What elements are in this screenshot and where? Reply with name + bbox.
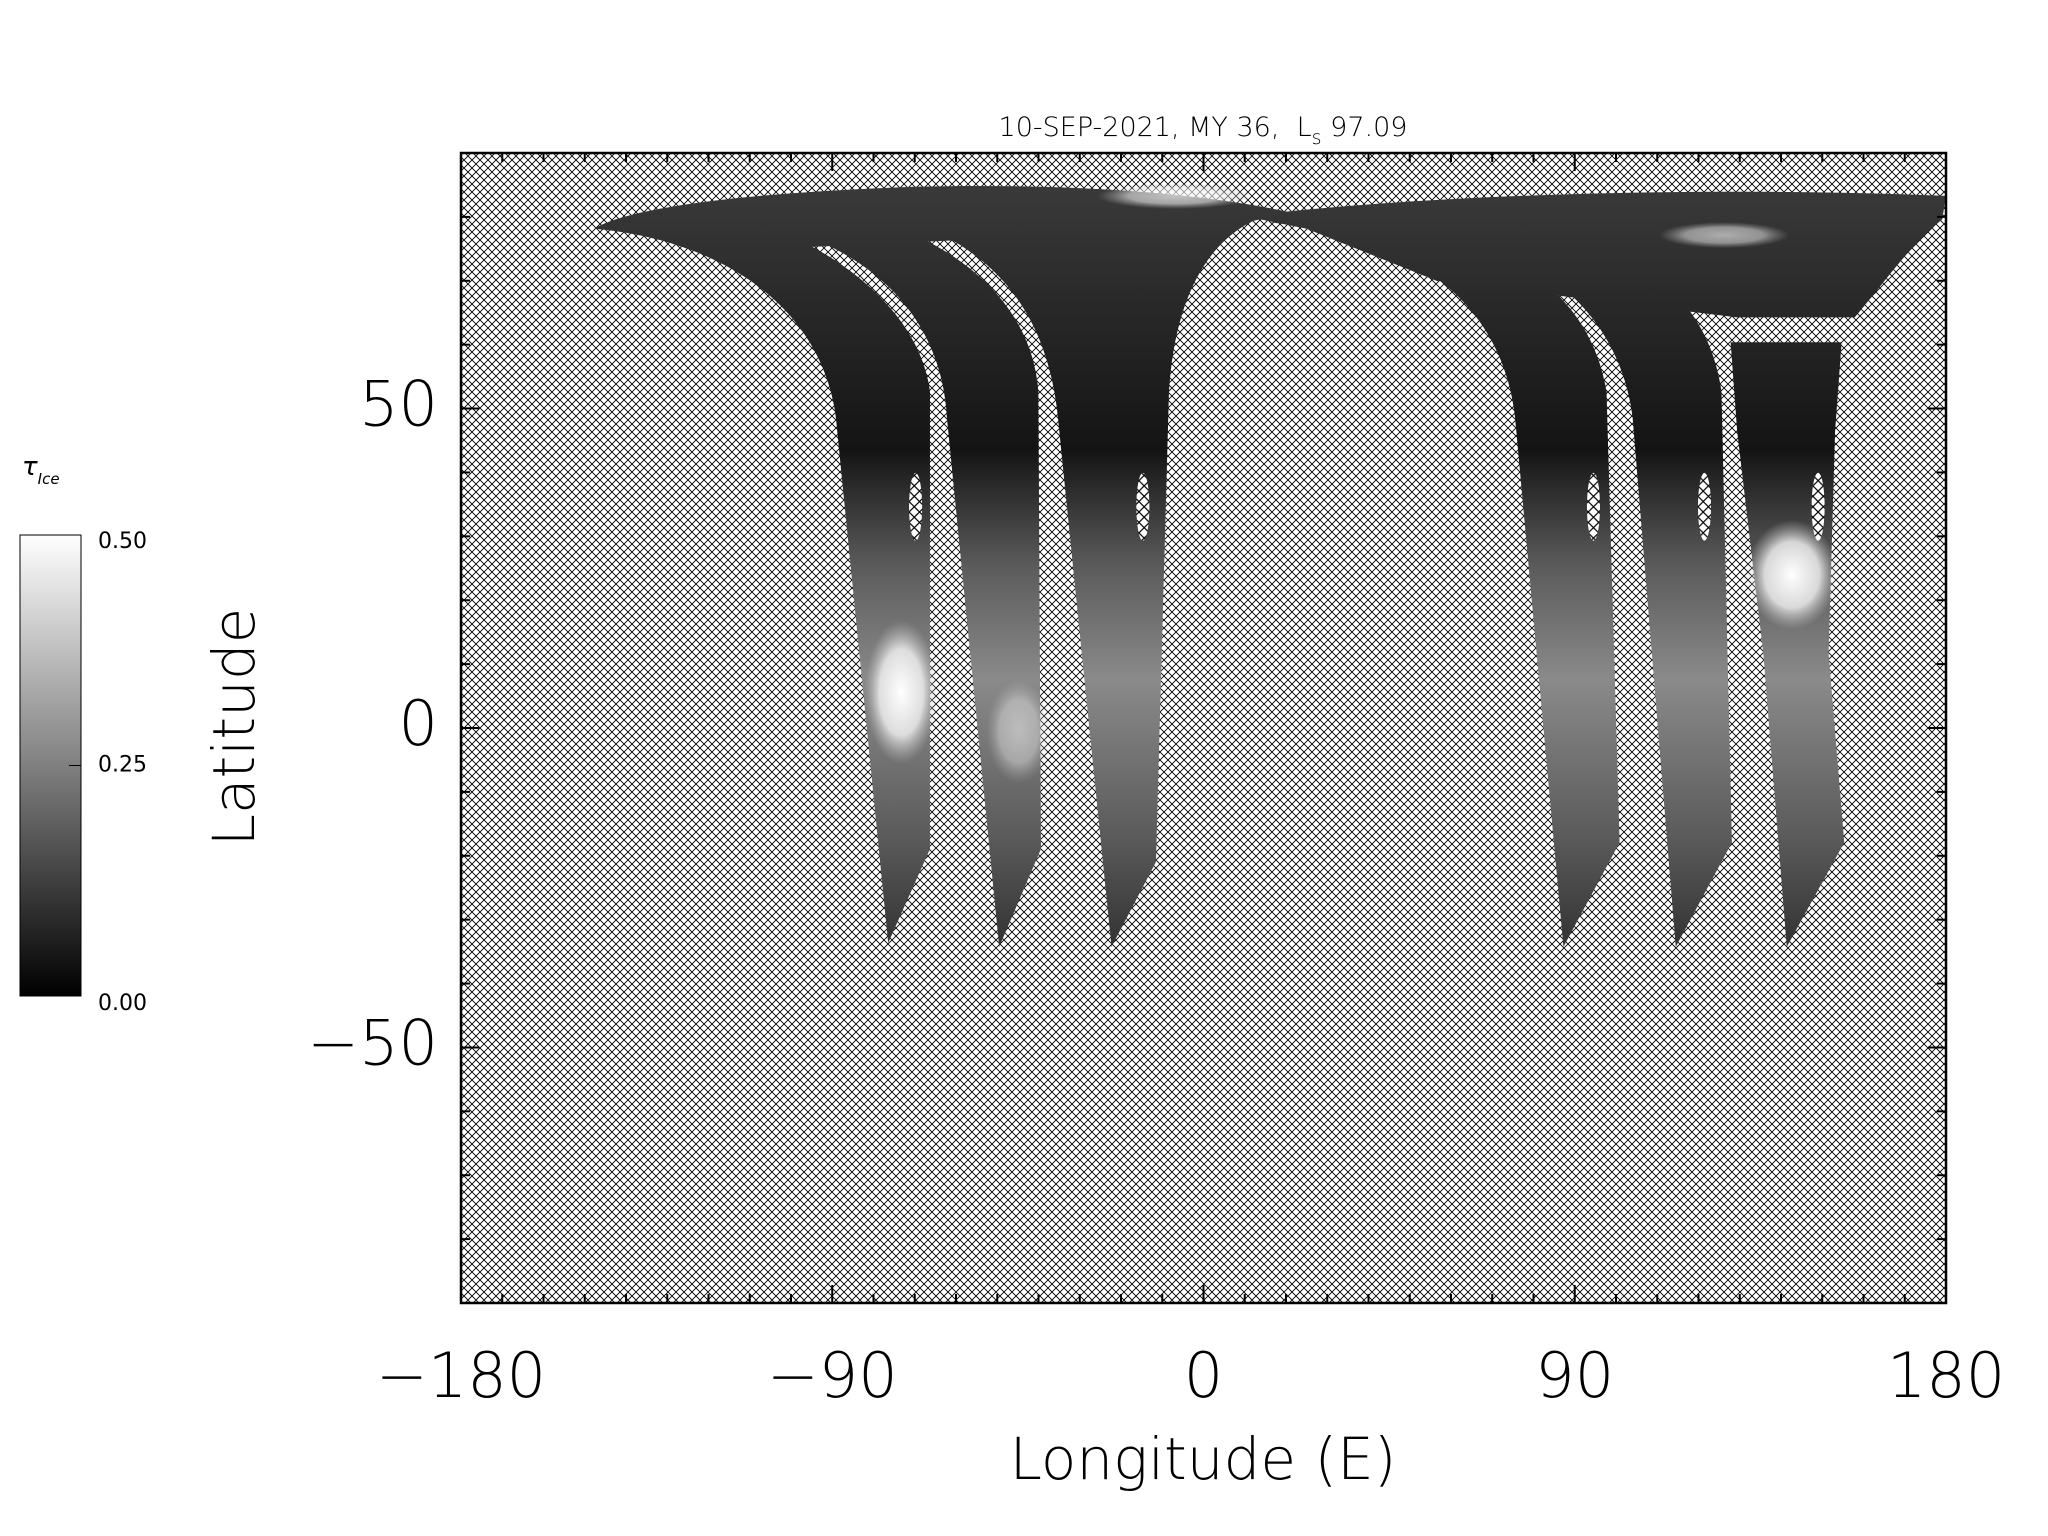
colorbar-tick-label: 0.25 [98,753,147,778]
colorbar-tick-label: 0.00 [98,991,147,1016]
x-tick-label: 0 [1184,1339,1223,1412]
title-tail: 97.09 [1322,112,1408,143]
x-axis-label: Longitude (E) [1010,1425,1397,1493]
title-subscript: s [1312,127,1322,149]
chart-title: 10-SEP-2021, MY 36, Ls 97.09 [999,112,1408,149]
x-tick-label: 180 [1887,1339,2005,1412]
colorbar-symbol: τ [22,452,38,482]
colorbar-subscript: Ice [38,470,60,488]
y-tick-label: 50 [359,368,438,441]
colorbar-tick-label: 0.50 [98,529,147,554]
colorbar-label: τIce [22,452,60,488]
y-axis-label: Latitude [200,608,268,847]
x-tick-label: −180 [376,1339,546,1412]
x-tick-label: 90 [1535,1339,1614,1412]
y-tick-label: 0 [399,687,438,760]
swaths [594,182,1947,947]
y-tick-label: −50 [307,1006,438,1079]
title-text: 10-SEP-2021, MY 36, L [999,112,1312,143]
x-tick-label: −90 [767,1339,898,1412]
